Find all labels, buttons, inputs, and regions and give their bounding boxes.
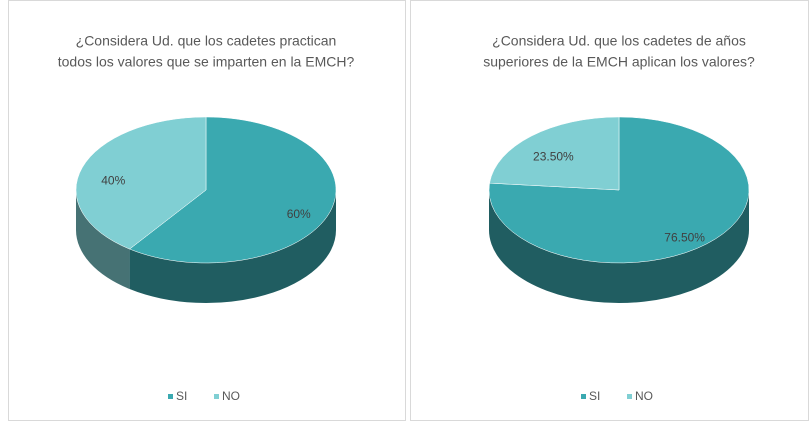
pie-side — [76, 190, 130, 290]
pie-slice — [488, 116, 750, 264]
chart-title: todos los valores que se imparten en la … — [58, 54, 355, 70]
legend-swatch — [627, 394, 632, 399]
pie-slice — [129, 116, 337, 264]
chart-title: ¿Considera Ud. que los cadetes practican — [76, 33, 337, 49]
pie-slice — [75, 116, 207, 250]
pie-side — [129, 190, 336, 303]
legend-swatch — [214, 394, 219, 399]
chart-title: ¿Considera Ud. que los cadetes de años — [492, 33, 746, 49]
legend-swatch — [581, 394, 586, 399]
legend-label: NO — [635, 389, 653, 403]
legend-swatch — [168, 394, 173, 399]
data-label: 76.50% — [664, 231, 705, 245]
legend-label: NO — [222, 389, 240, 403]
chart-title: superiores de la EMCH aplican los valore… — [483, 54, 755, 70]
legend-label: SI — [176, 389, 187, 403]
pie-slice — [489, 116, 620, 191]
data-label: 60% — [287, 207, 311, 221]
data-label: 40% — [101, 173, 125, 187]
data-label: 23.50% — [533, 150, 574, 164]
legend-label: SI — [589, 389, 600, 403]
pie-side — [489, 190, 749, 303]
